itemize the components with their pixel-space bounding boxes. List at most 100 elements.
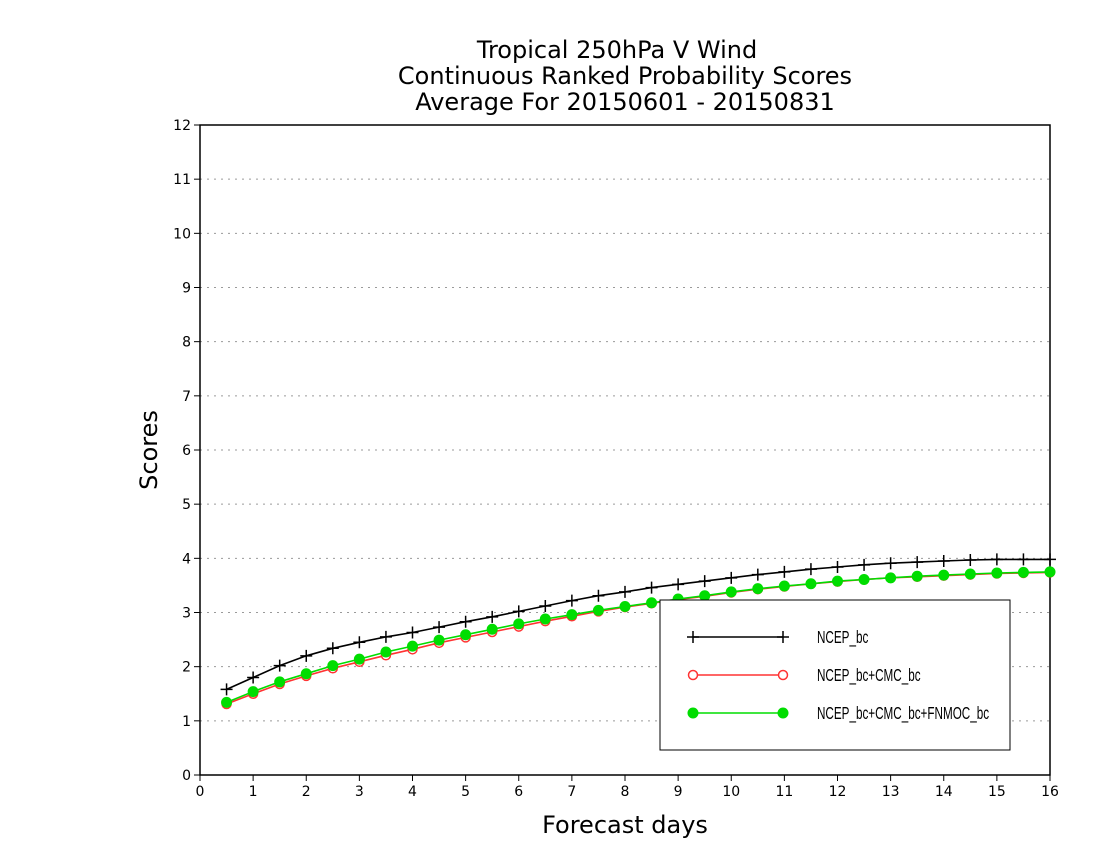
data-series (220, 553, 1056, 710)
x-tick-label: 16 (1041, 784, 1059, 800)
legend-label: NCEP_bc (817, 629, 868, 648)
filled-circle-marker (566, 609, 578, 621)
filled-circle-marker (858, 573, 870, 585)
y-tick-label: 7 (182, 389, 191, 405)
plus-marker (379, 630, 392, 643)
x-tick-label: 2 (302, 784, 311, 800)
chart-title-line-3: Average For 20150601 - 20150831 (415, 88, 835, 116)
filled-circle-marker (752, 583, 764, 595)
plus-marker (937, 555, 950, 568)
plus-marker (884, 557, 897, 570)
plus-marker (645, 581, 658, 594)
legend: NCEP_bc NCEP_bc+CMC_bc NCEP_bc+CMC_bc+FNMO… (659, 599, 1011, 751)
x-tick-label: 9 (674, 784, 683, 800)
filled-circle-marker (885, 572, 897, 584)
x-tick-label: 10 (722, 784, 740, 800)
x-tick-label: 8 (621, 784, 630, 800)
plus-marker (858, 558, 871, 571)
filled-circle-marker (592, 604, 604, 616)
plus-marker (619, 585, 631, 598)
plus-marker (778, 565, 791, 578)
y-tick-label: 11 (173, 172, 191, 188)
y-tick-label: 6 (182, 443, 191, 459)
filled-circle-marker (777, 707, 789, 719)
plus-marker (804, 563, 817, 576)
filled-circle-marker (407, 640, 418, 652)
filled-circle-marker (1044, 566, 1056, 578)
x-tick-label: 0 (196, 784, 205, 800)
y-tick-label: 1 (182, 714, 191, 730)
y-tick-label: 10 (173, 226, 191, 242)
filled-circle-marker (911, 570, 923, 582)
x-tick-label: 15 (988, 784, 1006, 800)
plus-marker (1017, 553, 1030, 566)
x-axis-label: Forecast days (542, 811, 708, 839)
plus-marker (459, 615, 472, 628)
plus-marker (247, 671, 260, 684)
plus-marker (512, 605, 525, 618)
plus-marker (486, 610, 499, 623)
filled-circle-marker (1017, 566, 1029, 578)
y-axis-label: Scores (135, 410, 163, 490)
filled-circle-marker (513, 618, 525, 630)
plus-marker (911, 556, 924, 569)
plus-marker (687, 631, 699, 643)
filled-circle-marker (778, 580, 790, 592)
plus-marker (406, 626, 419, 639)
filled-circle-marker (353, 653, 365, 665)
plus-marker (433, 621, 446, 634)
y-tick-label: 9 (182, 281, 191, 297)
plus-marker (698, 575, 711, 588)
x-tick-label: 5 (461, 784, 470, 800)
plus-marker (592, 589, 605, 602)
y-tick-label: 4 (182, 551, 191, 567)
filled-circle-marker (433, 634, 445, 646)
plus-marker (777, 631, 789, 643)
plus-marker (831, 561, 844, 573)
x-tick-label: 7 (567, 784, 576, 800)
y-tick-label: 2 (182, 660, 191, 676)
filled-circle-marker (486, 623, 498, 635)
filled-circle-marker (699, 590, 711, 602)
filled-circle-marker (460, 629, 472, 641)
plus-marker (751, 568, 764, 581)
y-tick-label: 0 (182, 768, 191, 784)
filled-circle-marker (327, 660, 339, 672)
legend-label: NCEP_bc+CMC_bc+FNMOC_bc (817, 705, 989, 724)
plus-marker (326, 642, 339, 655)
chart-title: Tropical 250hPa V Wind Continuous Ranked… (398, 36, 852, 116)
filled-circle-marker (221, 696, 233, 708)
x-tick-label: 3 (355, 784, 364, 800)
x-tick-label: 13 (882, 784, 900, 800)
x-tick-label: 1 (249, 784, 258, 800)
filled-circle-marker (991, 567, 1003, 579)
filled-circle-marker (725, 586, 737, 598)
filled-circle-marker (274, 676, 286, 688)
series-NCEP_bc+CMC_bc+FNMOC_bc (221, 566, 1056, 708)
y-tick-label: 3 (182, 606, 191, 622)
plus-marker (1044, 553, 1056, 566)
filled-circle-marker (619, 601, 631, 613)
plus-marker (300, 649, 313, 662)
filled-circle-marker (938, 569, 950, 581)
plus-marker (672, 578, 685, 591)
x-tick-label: 4 (408, 784, 417, 800)
filled-circle-marker (805, 578, 817, 590)
x-tick-label: 14 (935, 784, 953, 800)
filled-circle-marker (964, 568, 976, 580)
filled-circle-marker (247, 686, 259, 698)
plus-marker (353, 636, 366, 649)
y-tick-label: 12 (173, 118, 191, 134)
plus-marker (273, 659, 286, 672)
plus-marker (220, 683, 233, 696)
y-tick-label: 8 (182, 335, 191, 351)
open-circle-marker (687, 669, 699, 681)
x-tick-label: 11 (775, 784, 793, 800)
chart-title-line-2: Continuous Ranked Probability Scores (398, 62, 852, 90)
filled-circle-marker (300, 668, 312, 680)
filled-circle-marker (832, 575, 843, 587)
plus-marker (539, 600, 552, 612)
chart-title-line-1: Tropical 250hPa V Wind (476, 36, 757, 64)
